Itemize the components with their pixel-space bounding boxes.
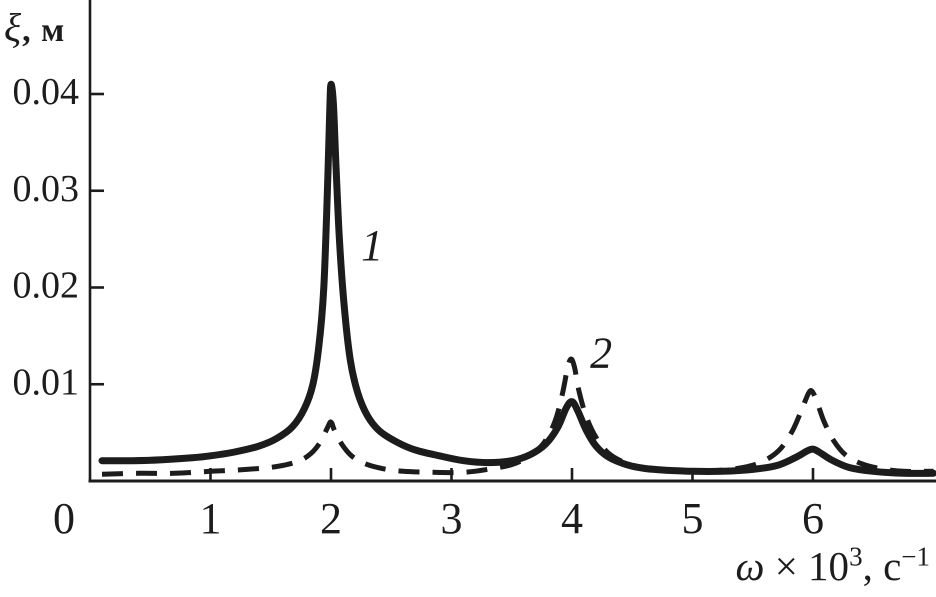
y-tick-label: 0.01 bbox=[13, 361, 80, 403]
y-tick-label: 0.03 bbox=[13, 168, 80, 210]
x-tick-label: 5 bbox=[682, 494, 704, 543]
x-axis-label-symbol: ω bbox=[735, 543, 765, 589]
x-tick-label: 3 bbox=[441, 494, 463, 543]
x-axis-label: ω × 103, с−1 bbox=[735, 543, 930, 589]
x-axis-label-units: , с bbox=[862, 543, 902, 589]
series-1-curve bbox=[98, 80, 936, 477]
x-axis-label-exponent: 3 bbox=[849, 541, 863, 572]
x-tick-label: 4 bbox=[561, 494, 583, 543]
curve-label-1: 1 bbox=[361, 221, 383, 270]
x-tick-label: 0 bbox=[53, 494, 75, 543]
y-tick-label: 0.04 bbox=[13, 71, 80, 113]
x-tick-label: 6 bbox=[802, 494, 824, 543]
x-tick-label: 2 bbox=[320, 494, 342, 543]
y-axis-label: ξ, м bbox=[4, 6, 65, 50]
y-axis-label-units: , м bbox=[22, 12, 66, 49]
series-2-curve bbox=[101, 356, 934, 477]
x-tick-label: 1 bbox=[200, 494, 222, 543]
y-axis-label-symbol: ξ bbox=[4, 5, 23, 50]
x-axis-label-mult: × 10 bbox=[764, 543, 850, 589]
x-axis-label-units-exponent: −1 bbox=[901, 541, 930, 572]
y-tick-label: 0.02 bbox=[13, 265, 80, 307]
curve-label-2: 2 bbox=[590, 328, 612, 377]
